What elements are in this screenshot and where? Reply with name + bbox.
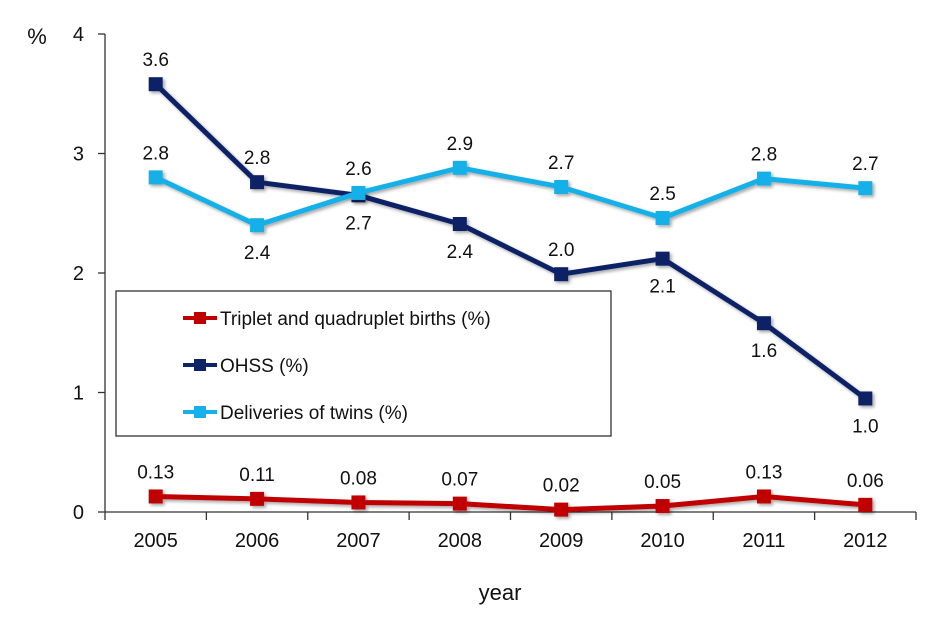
x-tick-label: 2011 — [742, 530, 785, 552]
series-1 — [148, 77, 873, 406]
y-tick-label: 3 — [73, 144, 84, 166]
y-tick-label: 0 — [73, 502, 84, 524]
legend-item-triplet: Triplet and quadruplet births (%) — [183, 309, 491, 330]
data-point-marker — [148, 170, 163, 185]
data-label: 2.4 — [244, 243, 271, 264]
data-label: 2.4 — [447, 242, 474, 263]
data-point-marker — [858, 497, 873, 512]
data-label: 0.13 — [137, 462, 174, 483]
legend-item-twins: Deliveries of twins (%) — [183, 403, 408, 424]
axes — [104, 34, 916, 513]
series-0 — [148, 489, 873, 517]
data-label: 2.8 — [142, 143, 168, 164]
data-point-marker — [452, 160, 467, 175]
data-label: 2.7 — [852, 154, 878, 175]
data-label: 2.8 — [244, 148, 270, 169]
data-point-marker — [250, 218, 265, 233]
data-point-marker — [148, 489, 163, 504]
data-label: 0.11 — [239, 465, 275, 486]
legend-swatch-marker — [194, 406, 206, 418]
data-point-marker — [858, 181, 873, 196]
data-label: 1.6 — [751, 341, 777, 362]
y-tick-label: 4 — [73, 24, 84, 46]
legend-swatch-marker — [194, 312, 206, 324]
series-line — [153, 82, 867, 401]
data-point-marker — [452, 496, 467, 511]
data-point-marker — [250, 175, 265, 190]
data-point-marker — [554, 502, 569, 517]
data-label: 2.5 — [649, 184, 675, 205]
data-point-marker — [655, 211, 670, 226]
data-label: 2.9 — [447, 134, 473, 155]
data-point-marker — [351, 185, 366, 200]
series-2 — [148, 160, 873, 233]
data-point-marker — [351, 495, 366, 510]
legend-item-ohss: OHSS (%) — [183, 356, 309, 377]
data-point-marker — [858, 391, 873, 406]
data-label: 2.7 — [548, 153, 574, 174]
x-tick-label: 2010 — [640, 530, 685, 552]
y-tick-label: 1 — [73, 383, 84, 405]
data-label: 2.1 — [649, 277, 675, 298]
data-point-marker — [655, 251, 670, 266]
data-label: 0.07 — [441, 470, 478, 491]
data-point-marker — [554, 267, 569, 282]
legend-swatch-marker — [194, 359, 206, 371]
legend-label: Deliveries of twins (%) — [220, 403, 408, 424]
data-point-marker — [554, 179, 569, 194]
data-label: 2.0 — [548, 240, 574, 261]
data-label: 0.08 — [340, 468, 377, 489]
data-label: 0.06 — [847, 471, 884, 492]
data-label: 2.6 — [345, 159, 371, 180]
series-line — [154, 165, 866, 228]
x-tick-label: 2012 — [843, 530, 888, 552]
data-label: 3.6 — [142, 50, 168, 71]
data-point-marker — [148, 77, 163, 92]
x-axis-title: year — [479, 580, 522, 605]
data-label: 0.02 — [543, 476, 580, 497]
x-tick-label: 2008 — [438, 530, 483, 552]
legend-label: Triplet and quadruplet births (%) — [220, 309, 491, 330]
series-line — [155, 493, 866, 513]
y-ticks: 0 1 2 3 4 — [73, 24, 105, 524]
data-labels-layer: 0.13 0.11 0.08 0.07 0.02 0.05 0.13 0.06 3.6 2.8 2.… — [137, 50, 884, 496]
x-tick-label: 2006 — [235, 530, 280, 552]
data-point-marker — [655, 499, 670, 514]
x-ticks: 2005 2006 2007 2008 2009 2010 2011 2012 — [104, 512, 917, 552]
data-label: 0.05 — [644, 472, 681, 493]
y-tick-label: 2 — [73, 263, 84, 285]
data-label: 2.7 — [345, 213, 371, 234]
data-point-marker — [756, 489, 771, 504]
data-label: 1.0 — [852, 416, 878, 437]
x-tick-label: 2005 — [133, 530, 178, 552]
y-axis-title: % — [27, 24, 47, 49]
x-tick-label: 2009 — [539, 530, 584, 552]
legend-label: OHSS (%) — [220, 356, 309, 377]
series-layer — [148, 77, 873, 517]
data-point-marker — [250, 491, 265, 506]
legend: Triplet and quadruplet births (%) OHSS (… — [115, 290, 612, 437]
data-point-marker — [756, 316, 771, 331]
x-tick-label: 2007 — [336, 530, 381, 552]
data-label: 2.8 — [751, 145, 777, 166]
data-label: 0.13 — [745, 462, 782, 483]
data-point-marker — [452, 217, 467, 232]
data-point-marker — [756, 171, 771, 186]
